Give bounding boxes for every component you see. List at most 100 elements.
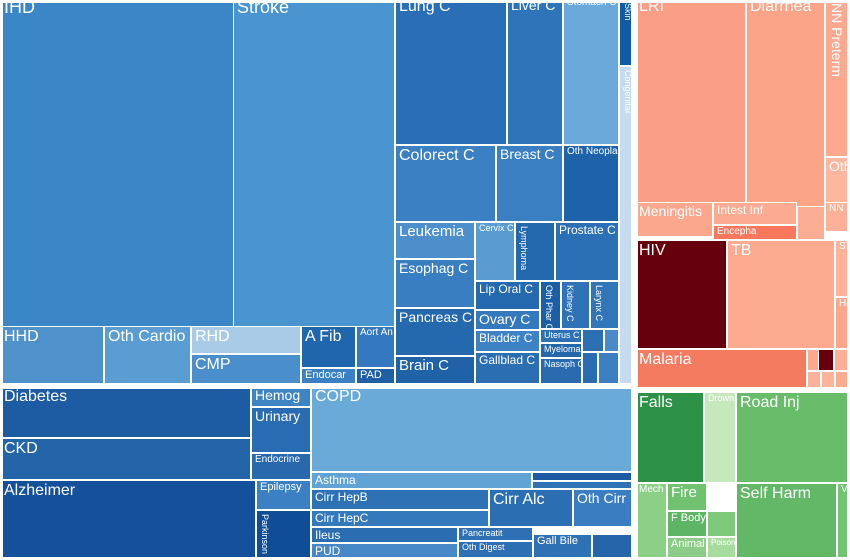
treemap-tile-stomach-c[interactable]: Stomach C: [563, 0, 619, 145]
treemap-tile-lri[interactable]: LRI: [635, 0, 746, 207]
treemap-tile-oth-nn[interactable]: Oth NN: [825, 157, 850, 207]
treemap-tile-nasoph-c[interactable]: Nasoph C: [540, 358, 582, 386]
treemap-tile-poison[interactable]: Poison: [707, 537, 736, 560]
treemap-tile-meningitis[interactable]: Meningitis: [635, 202, 713, 237]
treemap-tile-mech[interactable]: Mech: [635, 483, 667, 560]
treemap-tile-oth-neopla[interactable]: Oth Neopla: [563, 145, 619, 222]
treemap-tile-minor: [604, 329, 619, 352]
treemap-tile-label: Stomach C: [567, 0, 617, 8]
treemap-tile-breast-c[interactable]: Breast C: [496, 145, 563, 222]
treemap-tile-pancreas-c[interactable]: Pancreas C: [395, 308, 475, 356]
treemap-tile-lip-oral-c[interactable]: Lip Oral C: [475, 281, 540, 310]
treemap-tile-label: Cirr HepB: [315, 490, 368, 504]
treemap-tile-ileus[interactable]: Ileus: [311, 527, 458, 543]
treemap-tile-hhd[interactable]: HHD: [0, 326, 104, 386]
treemap-tile-bladder-c[interactable]: Bladder C: [475, 330, 540, 352]
treemap-tile-label: Myeloma: [544, 344, 581, 354]
treemap-tile-cirr-alc[interactable]: Cirr Alc: [489, 489, 573, 527]
treemap-tile-fire[interactable]: Fire: [667, 483, 707, 511]
treemap-tile-violence[interactable]: Violence: [837, 483, 850, 560]
treemap-tile-hiv[interactable]: HIV: [635, 240, 727, 349]
treemap-tile-diabetes[interactable]: Diabetes: [0, 386, 251, 438]
treemap-tile-f-body[interactable]: F Body: [667, 511, 707, 537]
treemap-tile-falls[interactable]: Falls: [635, 392, 704, 483]
treemap-tile-oth-phar-c[interactable]: Oth Phar C: [540, 281, 561, 329]
treemap-tile-intest-inf[interactable]: Intest Inf: [713, 202, 797, 225]
treemap-tile-liver-c[interactable]: Liver C: [507, 0, 563, 145]
treemap-tile-copd[interactable]: COPD: [311, 386, 632, 472]
treemap-tile-label: Leukemia: [399, 223, 465, 240]
treemap-tile-kidney-c[interactable]: Kidney C: [561, 281, 590, 329]
treemap-tile-label: Kidney C: [564, 285, 575, 322]
treemap-tile-uterus-c[interactable]: Uterus C: [540, 329, 582, 343]
treemap-tile-label: Poison: [711, 538, 736, 547]
treemap-tile-minor: [598, 352, 619, 386]
treemap-tile-label: HIV: [639, 242, 666, 259]
treemap-tile-pad[interactable]: PAD: [356, 368, 395, 386]
treemap-tile-colorect-c[interactable]: Colorect C: [395, 145, 496, 222]
treemap-tile-hep[interactable]: Hep: [835, 297, 850, 349]
treemap-tile-label: Esophag C: [399, 260, 469, 276]
treemap-tile-nn-sepsis[interactable]: NN Sepsis: [825, 202, 850, 232]
treemap-tile-malaria[interactable]: Malaria: [635, 349, 807, 389]
treemap-tile-label: Falls: [639, 394, 673, 411]
treemap-tile-pancreatit[interactable]: Pancreatit: [458, 527, 533, 541]
treemap-tile-animal[interactable]: Animal: [667, 537, 707, 560]
treemap-tile-parkinson[interactable]: Parkinson: [256, 510, 311, 560]
treemap-tile-endocar[interactable]: Endocar: [301, 368, 356, 386]
treemap-tile-aort-an[interactable]: Aort An: [356, 326, 395, 368]
treemap-tile-brain-c[interactable]: Brain C: [395, 356, 475, 386]
treemap-tile-label: Pancreas C: [399, 309, 473, 325]
treemap-tile-label: Oth Cardio: [108, 328, 186, 345]
treemap-tile-label: Drown: [708, 393, 735, 403]
treemap-tile-label: STD: [839, 241, 849, 252]
treemap-tile-label: PAD: [360, 369, 382, 381]
treemap-tile-label: Meningitis: [639, 203, 703, 219]
treemap-tile-road-inj[interactable]: Road Inj: [736, 392, 850, 483]
treemap-tile-cervix-c[interactable]: Cervix C: [475, 222, 515, 281]
treemap-tile-congenital[interactable]: Congenital: [619, 66, 632, 386]
treemap-tile-gall-bile[interactable]: Gall Bile: [533, 534, 592, 560]
treemap-tile-prostate-c[interactable]: Prostate C: [555, 222, 619, 281]
treemap-tile-lung-c[interactable]: Lung C: [395, 0, 507, 145]
treemap-tile-label: Diarrhea: [750, 0, 812, 15]
treemap-tile-label: Alzheimer: [4, 482, 76, 499]
treemap-tile-encepha[interactable]: Encepha: [713, 225, 797, 240]
treemap-tile-oth-digest[interactable]: Oth Digest: [458, 541, 533, 560]
treemap-tile-lymphoma[interactable]: Lymphoma: [515, 222, 555, 281]
treemap-tile-label: Diabetes: [4, 388, 68, 405]
treemap-tile-self-harm[interactable]: Self Harm: [736, 483, 837, 560]
treemap-tile-asthma[interactable]: Asthma: [311, 472, 532, 489]
treemap-tile-myeloma[interactable]: Myeloma: [540, 343, 582, 358]
treemap-tile-oth-cirr[interactable]: Oth Cirr: [573, 489, 632, 527]
treemap-tile-label: Uterus C: [544, 330, 580, 340]
treemap-tile-epilepsy[interactable]: Epilepsy: [256, 480, 311, 510]
treemap-tile-gallblad-c[interactable]: Gallblad C: [475, 352, 540, 386]
treemap-tile-larynx-c[interactable]: Larynx C: [590, 281, 619, 329]
treemap-tile-ckd[interactable]: CKD: [0, 438, 251, 480]
treemap-tile-oth-cardio[interactable]: Oth Cardio: [104, 326, 191, 386]
treemap-tile-std[interactable]: STD: [835, 240, 850, 297]
treemap-tile-drown[interactable]: Drown: [704, 392, 736, 483]
treemap-tile-alzheimer[interactable]: Alzheimer: [0, 480, 256, 560]
treemap-tile-nn-preterm[interactable]: NN Preterm: [825, 0, 850, 157]
treemap-tile-ovary-c[interactable]: Ovary C: [475, 310, 540, 330]
treemap-tile-stroke[interactable]: Stroke: [233, 0, 395, 328]
treemap-tile-a-fib[interactable]: A Fib: [301, 326, 356, 368]
treemap-tile-esophag-c[interactable]: Esophag C: [395, 259, 475, 308]
treemap-tile-tb[interactable]: TB: [727, 240, 835, 349]
treemap-tile-hemog[interactable]: Hemog: [251, 386, 311, 407]
treemap-tile-rhd[interactable]: RHD: [191, 326, 301, 354]
treemap-tile-label: COPD: [315, 388, 362, 405]
treemap-tile-diarrhea[interactable]: Diarrhea: [746, 0, 825, 207]
treemap-tile-cirr-hepb[interactable]: Cirr HepB: [311, 489, 489, 510]
treemap-tile-leukemia[interactable]: Leukemia: [395, 222, 475, 259]
treemap-tile-ihd[interactable]: IHD: [0, 0, 235, 328]
treemap-tile-urinary[interactable]: Urinary: [251, 407, 311, 453]
treemap-tile-cirr-hepc[interactable]: Cirr HepC: [311, 510, 489, 527]
treemap-tile-cmp[interactable]: CMP: [191, 354, 301, 386]
treemap-tile-endocrine[interactable]: Endocrine: [251, 453, 311, 480]
treemap-tile-skin[interactable]: Skin: [619, 0, 632, 66]
treemap-tile-label: HHD: [4, 328, 39, 345]
treemap-tile-pud[interactable]: PUD: [311, 543, 458, 560]
